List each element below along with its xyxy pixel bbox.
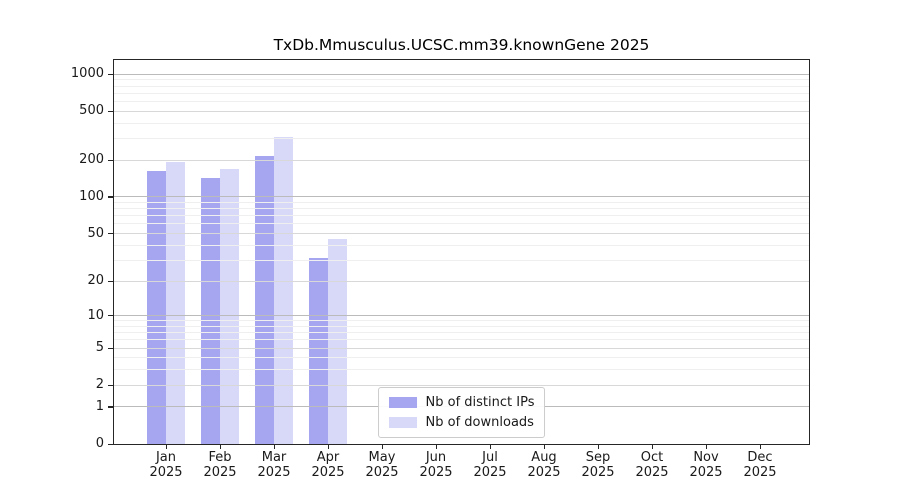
y-tick-mark-500 — [108, 110, 113, 112]
x-tick-year: 2025 — [311, 464, 345, 480]
bar-jan-downloads — [166, 161, 185, 444]
y-tick-mark-200 — [108, 159, 113, 161]
legend-swatch-downloads — [388, 417, 417, 428]
x-tick-year: 2025 — [689, 464, 723, 480]
y-tick-label-0: 0 — [95, 436, 104, 451]
x-tick-mark-jun — [435, 445, 437, 449]
y-tick-label-5: 5 — [95, 340, 104, 356]
x-tick-month: Oct — [640, 450, 664, 465]
x-tick-year: 2025 — [203, 464, 237, 480]
x-tick-label-sep: Sep 2025 — [566, 450, 630, 480]
bar-apr-distinct-ips — [309, 258, 328, 444]
x-tick-month: Nov — [693, 450, 719, 465]
bar-feb-downloads — [220, 168, 239, 444]
bar-apr-downloads — [328, 239, 347, 444]
x-tick-mark-nov — [705, 445, 707, 449]
x-tick-mark-feb — [219, 445, 221, 449]
y-tick-mark-5 — [108, 347, 113, 349]
x-tick-year: 2025 — [743, 464, 777, 480]
y-tick-mark-1 — [108, 406, 113, 408]
y-tick-mark-0 — [108, 443, 113, 445]
y-tick-label-10: 10 — [87, 307, 104, 323]
legend-swatch-distinct-ips — [388, 397, 417, 408]
x-tick-month: Mar — [261, 450, 287, 465]
y-tick-label-100: 100 — [79, 188, 104, 204]
x-tick-mark-apr — [327, 445, 329, 449]
y-tick-label-2: 2 — [95, 377, 104, 393]
x-tick-label-nov: Nov 2025 — [674, 450, 738, 480]
y-tick-label-500: 500 — [79, 103, 104, 119]
legend-item-downloads: Nb of downloads — [388, 415, 535, 430]
x-tick-mark-aug — [543, 445, 545, 449]
y-tick-mark-1000 — [108, 73, 113, 75]
legend-label-distinct-ips: Nb of distinct IPs — [425, 395, 535, 410]
x-tick-mark-may — [381, 445, 383, 449]
y-tick-mark-2 — [108, 384, 113, 386]
y-tick-label-1: 1 — [95, 398, 104, 414]
bar-jan-distinct-ips — [147, 170, 166, 444]
x-tick-label-jul: Jul 2025 — [458, 450, 522, 480]
x-tick-label-dec: Dec 2025 — [728, 450, 792, 480]
y-tick-mark-50 — [108, 233, 113, 235]
x-tick-month: Jan — [155, 450, 177, 465]
x-tick-mark-dec — [759, 445, 761, 449]
bar-mar-distinct-ips — [255, 155, 274, 444]
x-tick-mark-oct — [651, 445, 653, 449]
x-tick-mark-sep — [597, 445, 599, 449]
x-tick-month: Aug — [531, 450, 557, 465]
legend-label-downloads: Nb of downloads — [425, 415, 534, 430]
x-tick-mark-jul — [489, 445, 491, 449]
x-tick-year: 2025 — [527, 464, 561, 480]
y-tick-mark-20 — [108, 280, 113, 282]
y-tick-label-50: 50 — [87, 225, 104, 241]
chart-title: TxDb.Mmusculus.UCSC.mm39.knownGene 2025 — [273, 36, 650, 54]
x-tick-year: 2025 — [149, 464, 183, 480]
x-tick-label-feb: Feb 2025 — [188, 450, 252, 480]
y-tick-mark-10 — [108, 315, 113, 317]
x-tick-label-jun: Jun 2025 — [404, 450, 468, 480]
x-tick-month: Jul — [482, 450, 498, 465]
x-tick-year: 2025 — [419, 464, 453, 480]
x-tick-mark-mar — [273, 445, 275, 449]
x-tick-month: Jun — [425, 450, 447, 465]
x-tick-label-may: May 2025 — [350, 450, 414, 480]
plot-area: Nb of distinct IPs Nb of downloads — [113, 59, 810, 445]
x-tick-label-mar: Mar 2025 — [242, 450, 306, 480]
legend-item-distinct-ips: Nb of distinct IPs — [388, 395, 535, 410]
x-tick-year: 2025 — [635, 464, 669, 480]
x-tick-year: 2025 — [365, 464, 399, 480]
bar-feb-distinct-ips — [201, 178, 220, 444]
y-tick-label-1000: 1000 — [70, 66, 104, 81]
y-tick-label-200: 200 — [79, 152, 104, 167]
x-tick-year: 2025 — [257, 464, 291, 480]
bars-layer — [114, 60, 809, 444]
x-tick-label-aug: Aug 2025 — [512, 450, 576, 480]
y-tick-label-20: 20 — [87, 273, 104, 288]
bar-mar-downloads — [274, 137, 293, 444]
legend: Nb of distinct IPs Nb of downloads — [377, 387, 546, 438]
x-tick-month: Apr — [316, 450, 340, 465]
x-tick-month: May — [368, 450, 396, 465]
x-tick-mark-jan — [165, 445, 167, 449]
x-tick-label-apr: Apr 2025 — [296, 450, 360, 480]
x-tick-month: Feb — [208, 450, 232, 465]
y-tick-mark-100 — [108, 196, 113, 198]
x-tick-year: 2025 — [581, 464, 615, 480]
x-tick-label-oct: Oct 2025 — [620, 450, 684, 480]
x-tick-year: 2025 — [473, 464, 507, 480]
x-tick-label-jan: Jan 2025 — [134, 450, 198, 480]
x-tick-month: Dec — [747, 450, 773, 465]
x-tick-month: Sep — [585, 450, 611, 465]
